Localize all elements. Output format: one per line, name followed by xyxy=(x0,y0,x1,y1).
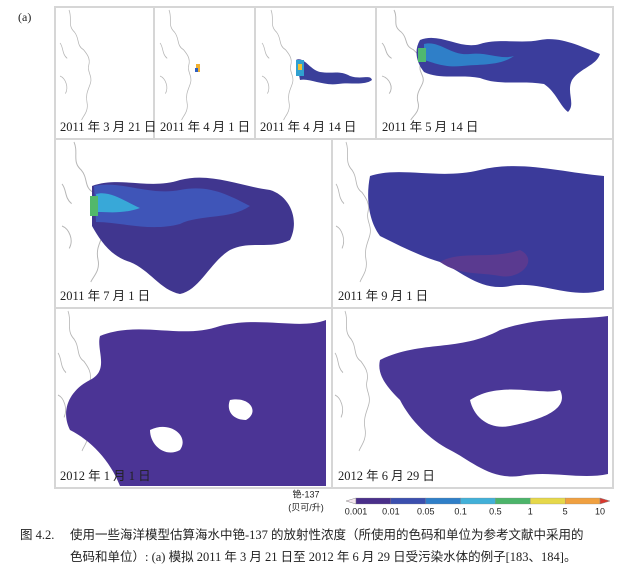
colorbar-tick-label: 10 xyxy=(595,506,605,516)
caption-line: 色码和单位）: (a) 模拟 2011 年 3 月 21 日至 2012 年 6… xyxy=(70,549,576,564)
colorbar-tick-label: 0.1 xyxy=(454,506,467,516)
colorbar-title: 铯-137 xyxy=(292,488,319,499)
colorbar-tick-label: 5 xyxy=(563,506,568,516)
plume xyxy=(90,196,98,216)
plume xyxy=(66,320,326,486)
panel-date: 2012 年 1 月 1 日 xyxy=(60,469,151,483)
colorbar-end xyxy=(345,497,357,505)
panel-date: 2011 年 9 月 1 日 xyxy=(338,289,428,303)
plume xyxy=(418,48,426,62)
colorbar-segment xyxy=(390,497,426,505)
colorbar-tick-label: 1 xyxy=(528,506,533,516)
plume-gap xyxy=(470,389,562,427)
map-panel xyxy=(56,8,153,138)
panel-date: 2012 年 6 月 29 日 xyxy=(338,469,435,483)
colorbar-end xyxy=(599,497,611,505)
map-panel xyxy=(155,8,254,138)
plume xyxy=(368,166,604,293)
plume xyxy=(424,43,514,67)
colorbar-tick-label: 0.001 xyxy=(345,506,368,516)
colorbar-tick-label: 0.5 xyxy=(489,506,502,516)
plume xyxy=(195,68,198,72)
colorbar: 0.001 0.01 0.05 0.1 0.5 1 5 10 xyxy=(345,497,611,516)
plumes xyxy=(66,37,608,486)
panel-date: 2011 年 7 月 1 日 xyxy=(60,289,150,303)
colorbar-segment xyxy=(495,497,531,505)
panel-date: 2011 年 4 月 1 日 xyxy=(160,120,250,134)
plume xyxy=(440,250,529,277)
caption-line: 使用一些海洋模型估算海水中铯-137 的放射性浓度（所使用的色码和单位为参考文献… xyxy=(70,527,584,542)
plume-gap xyxy=(150,399,253,453)
colorbar-tick-label: 0.01 xyxy=(382,506,400,516)
colorbar-tick-label: 0.05 xyxy=(417,506,435,516)
colorbar-segment xyxy=(355,497,392,505)
figure-label: (a) xyxy=(18,10,31,24)
plume xyxy=(94,184,250,228)
plume xyxy=(96,193,140,213)
colorbar-segment xyxy=(530,497,566,505)
plume xyxy=(298,64,302,70)
panel-date: 2011 年 5 月 14 日 xyxy=(382,120,478,134)
plume xyxy=(296,59,372,85)
colorbar-segment xyxy=(564,497,601,505)
colorbar-unit: (贝可/升) xyxy=(288,502,324,512)
panel-date: 2011 年 3 月 21 日 xyxy=(60,120,156,134)
colorbar-segment xyxy=(460,497,496,505)
caption-number: 图 4.2. xyxy=(20,528,54,542)
panel-date: 2011 年 4 月 14 日 xyxy=(260,120,356,134)
colorbar-segment xyxy=(425,497,461,505)
date-labels: 2011 年 3 月 21 日 2011 年 4 月 1 日 2011 年 4 … xyxy=(60,120,478,483)
